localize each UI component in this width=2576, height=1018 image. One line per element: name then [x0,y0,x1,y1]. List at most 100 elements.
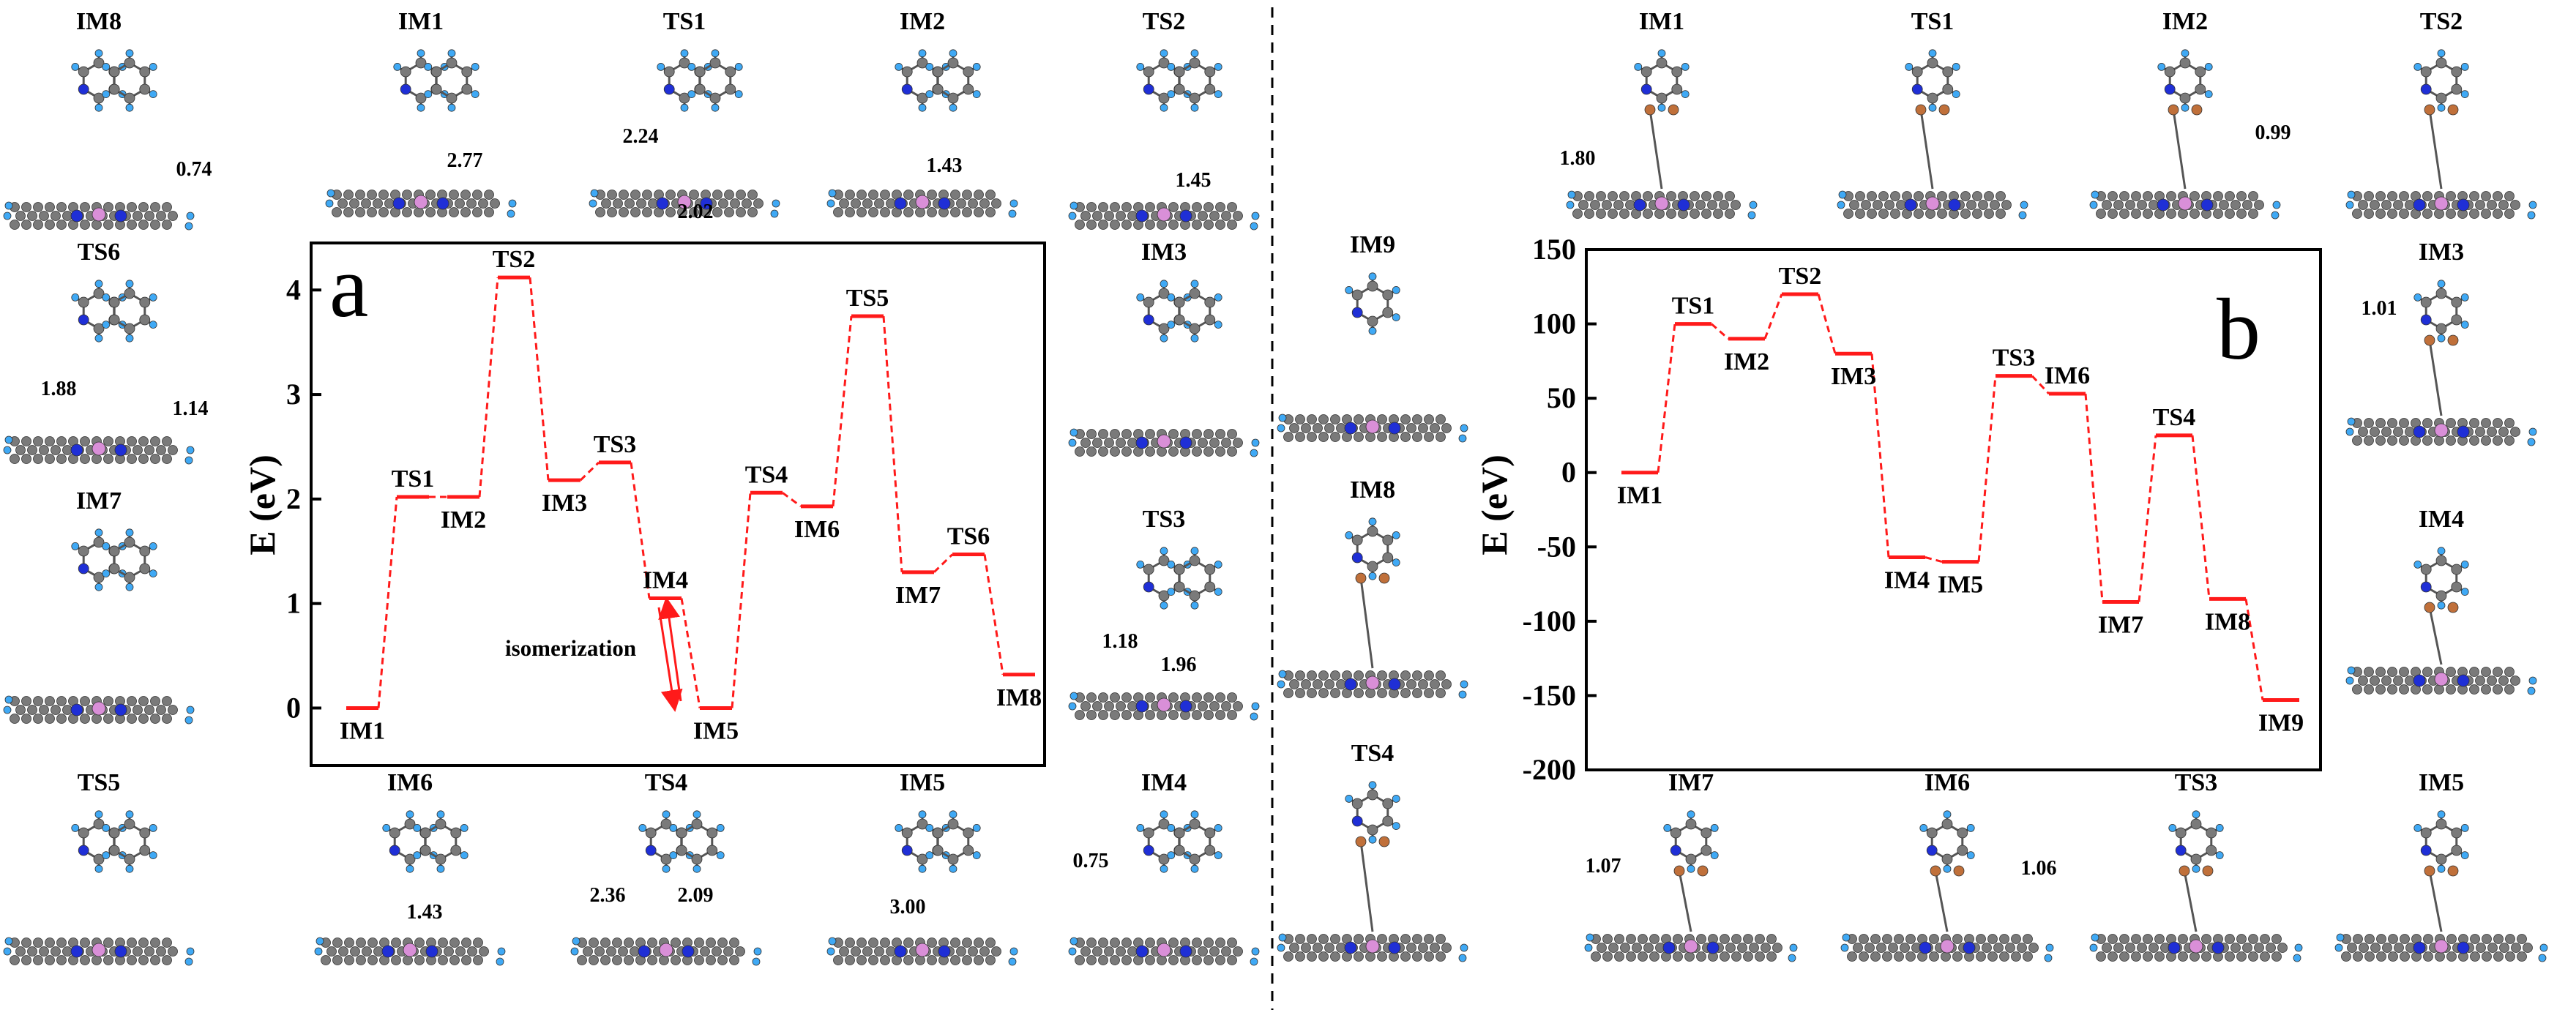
atom [2420,314,2432,326]
atom [2470,951,2480,962]
atom [2345,676,2354,685]
atom [601,198,611,209]
atom [2422,191,2433,201]
atom [1990,200,2000,210]
atom [2424,104,2435,116]
atom [903,937,914,948]
atom [139,296,151,308]
atom [1080,701,1091,711]
atom [1608,209,1618,219]
atom [127,937,137,948]
atom [1566,201,1575,209]
state-label-im3: IM3 [542,490,587,517]
structure-label: IM1 [1639,8,1684,35]
atom [1345,285,1354,294]
atom [1377,688,1387,698]
atom [1110,429,1120,439]
atom [2482,934,2492,944]
atom [479,946,489,957]
atom [1189,92,1201,104]
atom [1068,947,1077,956]
structure-label: TS1 [663,8,706,35]
atom [925,851,934,859]
atom [1313,679,1323,689]
atom [2204,63,2213,71]
atom [2475,427,2485,437]
atom [1168,955,1179,965]
atom [1388,422,1401,435]
atom [344,937,354,948]
atom [1633,198,1646,212]
atom [645,845,657,856]
atom [2189,191,2200,201]
atom [71,63,80,71]
atom [1295,934,1305,944]
atom [949,49,957,58]
atom [1136,63,1145,71]
structure-label: IM6 [1924,769,1970,796]
atom [1982,943,1992,953]
atom [78,83,89,95]
atom [1941,818,1953,830]
atom [1204,83,1216,95]
atom [1167,561,1176,569]
atom [1406,423,1416,433]
atom [389,845,400,856]
bond-distance: 3.00 [890,896,926,918]
atom [2143,191,2153,201]
atom [833,955,843,965]
atom [92,955,102,965]
atom [127,714,137,724]
atom [1110,937,1120,948]
atom [1354,432,1364,442]
atom [839,198,849,209]
atom [2434,435,2444,446]
atom [1663,824,1672,832]
atom [149,90,157,99]
atom [406,810,414,819]
atom [449,207,459,217]
atom [1368,781,1377,790]
atom [1301,423,1311,433]
atom [139,827,151,839]
atom [1927,92,1938,104]
atom [162,955,172,965]
atom [1406,679,1416,689]
atom [1160,334,1168,343]
structure-label: IM2 [2162,8,2208,35]
atom [2394,943,2404,953]
atom [868,207,878,217]
atom [1116,946,1126,957]
connector [933,553,954,573]
atom [1190,103,1199,112]
atom [21,202,31,212]
atom [80,454,90,464]
atom [124,536,135,548]
atom [1145,955,1155,965]
atom [1214,63,1222,71]
atom [2469,667,2479,677]
atom [717,955,728,965]
atom [1960,209,1971,219]
atom [725,66,736,78]
atom [2504,209,2515,219]
atom [2352,684,2362,695]
atom [139,314,151,326]
atom [125,810,134,819]
atom [2225,951,2235,962]
atom [430,66,442,78]
isomerization-arrow-up [658,596,682,702]
bond [1919,109,1934,190]
atom [2437,334,2446,343]
atom [2215,824,2224,832]
atom [956,198,966,209]
atom [21,454,31,464]
atom [4,937,13,946]
atom [1976,934,1986,944]
atom [150,937,160,948]
atom [612,955,622,965]
atom [1167,90,1176,99]
